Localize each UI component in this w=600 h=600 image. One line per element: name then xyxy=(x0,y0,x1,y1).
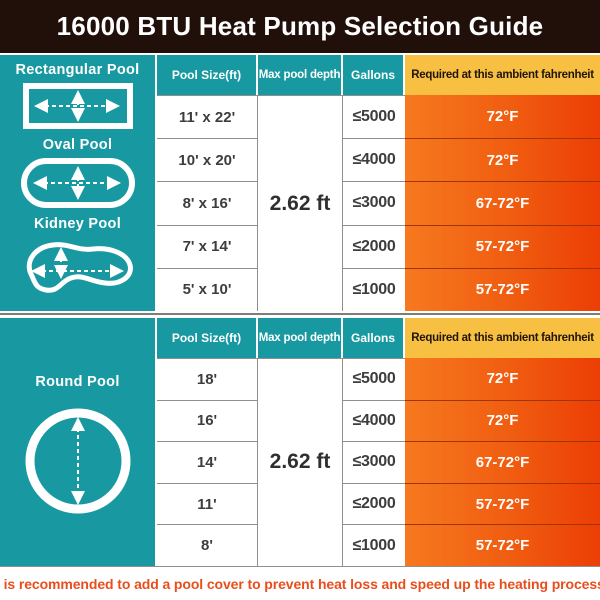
col-header-pool-size: Pool Size(ft) xyxy=(157,55,258,95)
pool-size-cell: 11' xyxy=(157,482,258,525)
ambient-temp-cell: 72°F xyxy=(405,399,600,442)
gallons-cell: ≤2000 xyxy=(343,224,405,268)
pool-size-cell: 18' xyxy=(157,358,258,400)
pool-size-cell: 16' xyxy=(157,399,258,442)
pool-size-cell: 14' xyxy=(157,441,258,483)
ambient-temp-cell: 57-72°F xyxy=(405,524,600,566)
section-round: Round Pool Pool Size(ft) Max pool depth … xyxy=(0,318,600,567)
gallons-cell: ≤3000 xyxy=(343,441,405,483)
pool-label-oval: Oval Pool xyxy=(42,137,113,153)
pool-size-cell: 10' x 20' xyxy=(157,138,258,182)
pool-shapes-column: Round Pool xyxy=(0,318,155,566)
ambient-temp-cell: 72°F xyxy=(405,138,600,182)
col-header-max-depth: Max pool depth xyxy=(258,318,343,358)
pool-size-cell: 7' x 14' xyxy=(157,224,258,268)
rectangular-pool-icon xyxy=(22,83,133,129)
pool-size-cell: 8' xyxy=(157,524,258,566)
pool-size-cell: 11' x 22' xyxy=(157,95,258,139)
pool-label-rectangular: Rectangular Pool xyxy=(15,62,140,78)
gallons-cell: ≤3000 xyxy=(343,181,405,225)
gallons-cell: ≤4000 xyxy=(343,399,405,442)
col-header-gallons: Gallons xyxy=(343,55,405,95)
ambient-temp-cell: 72°F xyxy=(405,95,600,139)
ambient-temp-cell: 57-72°F xyxy=(405,267,600,311)
table-round: Pool Size(ft) Max pool depth Gallons Req… xyxy=(157,318,600,566)
column-gap xyxy=(155,318,157,566)
section-divider xyxy=(0,311,600,318)
max-depth-cell: 2.62 ft xyxy=(258,358,343,566)
ambient-temp-cell: 57-72°F xyxy=(405,224,600,268)
round-pool-icon xyxy=(25,408,130,514)
section-rect-oval-kidney: Rectangular Pool Oval Pool Kidney Pool P… xyxy=(0,55,600,311)
gallons-cell: ≤4000 xyxy=(343,138,405,182)
title-bar: 16000 BTU Heat Pump Selection Guide xyxy=(0,0,600,53)
col-header-ambient-temp: Required at this ambient fahrenheit xyxy=(405,55,600,95)
pool-label-kidney: Kidney Pool xyxy=(33,216,122,232)
footer-note: It is recommended to add a pool cover to… xyxy=(0,575,600,592)
col-header-pool-size: Pool Size(ft) xyxy=(157,318,258,358)
page-title: 16000 BTU Heat Pump Selection Guide xyxy=(56,11,544,41)
ambient-temp-cell: 67-72°F xyxy=(405,441,600,483)
gallons-cell: ≤1000 xyxy=(343,267,405,311)
col-header-max-depth: Max pool depth xyxy=(258,55,343,95)
oval-pool-icon xyxy=(20,158,135,208)
ambient-temp-cell: 67-72°F xyxy=(405,181,600,225)
pool-size-cell: 5' x 10' xyxy=(157,267,258,311)
col-header-ambient-temp: Required at this ambient fahrenheit xyxy=(405,318,600,358)
footer: It is recommended to add a pool cover to… xyxy=(0,567,600,600)
gallons-cell: ≤2000 xyxy=(343,482,405,525)
pool-size-cell: 8' x 16' xyxy=(157,181,258,225)
ambient-temp-cell: 72°F xyxy=(405,358,600,400)
col-header-gallons: Gallons xyxy=(343,318,405,358)
kidney-pool-icon xyxy=(26,242,133,293)
column-gap xyxy=(155,55,157,311)
ambient-temp-cell: 57-72°F xyxy=(405,482,600,525)
gallons-cell: ≤5000 xyxy=(343,95,405,139)
pool-label-round: Round Pool xyxy=(35,374,120,390)
table-rect-oval-kidney: Pool Size(ft) Max pool depth Gallons Req… xyxy=(157,55,600,311)
max-depth-cell: 2.62 ft xyxy=(258,95,343,311)
gallons-cell: ≤1000 xyxy=(343,524,405,566)
gallons-cell: ≤5000 xyxy=(343,358,405,400)
pool-shapes-column: Rectangular Pool Oval Pool Kidney Pool xyxy=(0,55,155,311)
